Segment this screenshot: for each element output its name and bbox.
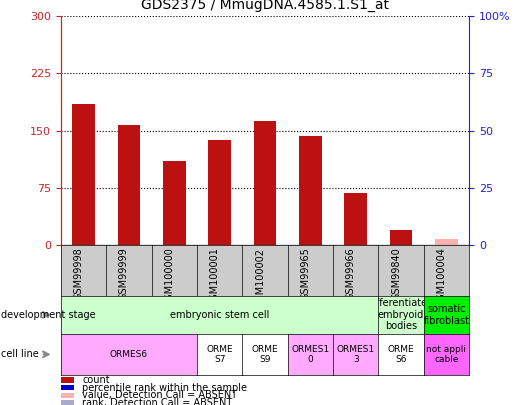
Text: ORME
S7: ORME S7	[206, 345, 233, 364]
Text: GSM99840: GSM99840	[391, 247, 401, 300]
Text: embryonic stem cell: embryonic stem cell	[170, 310, 269, 320]
Bar	[61, 400, 74, 405]
Text: ORMES6: ORMES6	[110, 350, 148, 359]
Bar	[208, 140, 231, 245]
Bar	[61, 392, 74, 398]
Text: ORME
S6: ORME S6	[388, 345, 414, 364]
Text: GSM100001: GSM100001	[210, 247, 219, 307]
Title: GDS2375 / MmugDNA.4585.1.S1_at: GDS2375 / MmugDNA.4585.1.S1_at	[141, 0, 389, 13]
Text: GSM99965: GSM99965	[301, 247, 311, 301]
Text: GSM99998: GSM99998	[74, 247, 84, 300]
Text: somatic
fibroblast: somatic fibroblast	[423, 304, 470, 326]
Text: percentile rank within the sample: percentile rank within the sample	[82, 383, 247, 393]
Bar	[72, 104, 95, 245]
Bar	[390, 230, 412, 245]
Text: development stage: development stage	[1, 310, 96, 320]
Text: ORME
S9: ORME S9	[252, 345, 278, 364]
Text: GSM100004: GSM100004	[436, 247, 446, 307]
Text: value, Detection Call = ABSENT: value, Detection Call = ABSENT	[82, 390, 237, 400]
Text: differentiated
embryoid
bodies: differentiated embryoid bodies	[368, 298, 434, 331]
Bar	[344, 193, 367, 245]
Bar	[163, 161, 186, 245]
Text: GSM99999: GSM99999	[119, 247, 129, 300]
Text: ORMES1
0: ORMES1 0	[292, 345, 330, 364]
Bar	[61, 377, 74, 383]
Text: cell line: cell line	[1, 350, 39, 359]
Bar	[61, 385, 74, 390]
Bar	[254, 121, 276, 245]
Text: not appli
cable: not appli cable	[426, 345, 466, 364]
Bar	[435, 239, 458, 245]
Text: GSM100000: GSM100000	[164, 247, 174, 307]
Bar	[299, 136, 322, 245]
Text: ORMES1
3: ORMES1 3	[337, 345, 375, 364]
Text: GSM99966: GSM99966	[346, 247, 356, 300]
Text: GSM100002: GSM100002	[255, 247, 265, 307]
Text: count: count	[82, 375, 110, 385]
Bar	[118, 125, 140, 245]
Text: rank, Detection Call = ABSENT: rank, Detection Call = ABSENT	[82, 398, 232, 405]
